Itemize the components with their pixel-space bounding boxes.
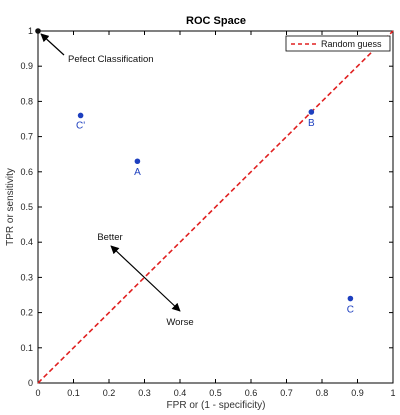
point-label: A [134,167,141,178]
better-label: Better [97,232,122,243]
x-tick-label: 1 [390,388,395,398]
legend: Random guess [285,35,391,52]
y-tick-label: 1 [28,26,33,36]
point-perfect [35,28,41,34]
point-c-prime [77,112,84,119]
x-tick-label: 0.6 [245,388,258,398]
x-tick-label: 0.8 [316,388,329,398]
y-tick-label: 0.4 [20,237,33,247]
x-axis-label: FPR or (1 - specificity) [167,400,266,411]
x-tick-label: 0 [35,388,40,398]
series-layer [37,30,394,384]
y-tick-label: 0.3 [20,272,33,282]
perfect-classification-label: Pefect Classification [68,54,154,65]
legend-box [285,35,391,52]
y-tick-label: 0.9 [20,61,33,71]
y-tick-label: 0 [28,378,33,388]
y-tick-label: 0.7 [20,132,33,142]
point-c [347,295,354,302]
points-layer: C' A B C [35,28,354,316]
point-label: B [308,118,315,129]
point-label: C' [76,120,85,131]
y-tick-label: 0.8 [20,96,33,106]
perfect-classification-arrow [40,33,65,56]
x-tick-label: 0.4 [174,388,187,398]
x-tick-label: 0.9 [351,388,364,398]
y-tick-label: 0.5 [20,202,33,212]
random-guess-line [37,30,394,384]
point-b [308,109,315,115]
chart-title: ROC Space [186,15,246,27]
point-label: C [347,305,354,316]
point-a [134,158,141,165]
x-tick-label: 0.7 [280,388,293,398]
x-tick-label: 0.1 [67,388,80,398]
ticks-layer: 0 0.1 0.2 0.3 0.4 0.5 0.6 0.7 0.8 0.9 1 0 0.1 0.2 0.3 0… [20,26,395,398]
y-tick-label: 0.1 [20,343,33,353]
x-tick-label: 0.3 [138,388,151,398]
y-tick-label: 0.2 [20,308,33,318]
legend-label-random-guess: Random guess [321,39,382,49]
x-tick-label: 0.5 [209,388,222,398]
annotation-layer: Pefect Classification Better Worse [40,33,194,328]
better-worse-arrow [110,245,181,312]
worse-label: Worse [166,317,193,328]
y-axis-label: TPR or sensitivity [5,168,16,246]
y-tick-label: 0.6 [20,167,33,177]
x-tick-label: 0.2 [103,388,116,398]
